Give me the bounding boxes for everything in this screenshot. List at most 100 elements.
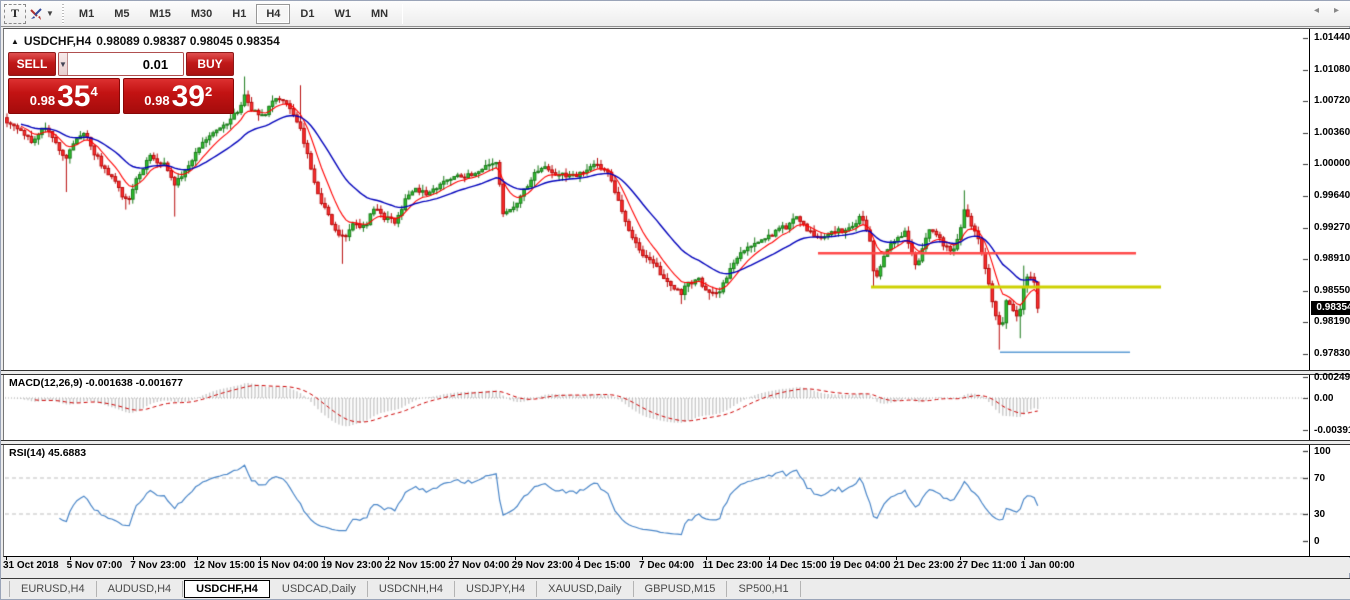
time-axis-tick <box>324 557 325 560</box>
macd-axis-line <box>1309 375 1310 440</box>
time-axis-tick <box>387 557 389 560</box>
time-axis-label: 19 Dec 04:00 <box>829 560 891 571</box>
time-axis-label: 7 Dec 04:00 <box>639 560 695 571</box>
time-axis-label: 7 Nov 23:00 <box>130 560 186 571</box>
chart-title: ▲ USDCHF,H4 0.98089 0.98387 0.98045 0.98… <box>11 34 280 48</box>
tabs-scroll-left-icon[interactable]: ◂ <box>1313 5 1319 16</box>
price-axis-label: 0.97830 <box>1314 348 1350 359</box>
price-axis-label: 0.99640 <box>1314 189 1350 201</box>
price-axis-label: 0.99270 <box>1314 221 1350 233</box>
chart-tab-USDCAD[interactable]: USDCAD,Daily <box>271 581 368 597</box>
buy-price-prefix: 0.98 <box>144 93 170 108</box>
rsi-canvas[interactable] <box>5 445 1308 556</box>
rsi-panel: RSI(14) 45.6883 100 70 30 0 <box>3 445 1350 557</box>
volume-stepper: ▼ ▲ <box>58 52 184 76</box>
time-axis-label: 22 Nov 15:00 <box>384 560 446 571</box>
toolbar-grip[interactable] <box>61 3 64 24</box>
chart-tab-XAUUSD[interactable]: XAUUSD,Daily <box>537 581 634 597</box>
time-axis-tick <box>832 557 834 560</box>
macd-axis-label: -0.003913 <box>1314 425 1350 437</box>
timeframe-button-M15[interactable]: M15 <box>149 7 171 20</box>
price-axis-label: 1.00720 <box>1314 95 1350 107</box>
rsi-label: RSI(14) 45.6883 <box>9 447 87 459</box>
chevron-down-icon[interactable]: ▼ <box>46 9 54 18</box>
chart-title-symbol: USDCHF,H4 <box>23 34 92 48</box>
time-axis: 31 Oct 2018 5 Nov 07:00 7 Nov 23:00 12 Nov … <box>3 557 1350 573</box>
time-axis-label: 19 Nov 23:00 <box>321 560 383 571</box>
price-axis-label: 0.98550 <box>1314 284 1350 296</box>
timeframe-button-W1[interactable]: W1 <box>334 7 351 20</box>
time-axis-tick <box>451 557 453 560</box>
macd-panel: MACD(12,26,9) -0.001638 -0.001677 0.0024… <box>3 372 1350 440</box>
timeframe-button-M5[interactable]: M5 <box>114 7 130 20</box>
price-axis-label: 0.98190 <box>1314 316 1350 328</box>
text-label-tool-button[interactable]: T <box>4 3 26 24</box>
toolbar: T ▼ M1 M5 M15 M30 H1 H4 D1 W1 MN <box>1 1 1350 27</box>
chart-tab-USDCNH[interactable]: USDCNH,H4 <box>368 581 456 597</box>
timeframe-button-M30[interactable]: M30 <box>190 7 213 20</box>
rsi-axis-label: 30 <box>1314 509 1326 520</box>
buy-price-big: 39 <box>171 80 205 113</box>
one-click-trade-panel: SELL ▼ ▲ BUY 0.98 35 4 0.98 <box>8 52 234 114</box>
macd-axis-label: 0.00 <box>1314 393 1334 404</box>
time-axis-tick <box>578 557 580 560</box>
arrows-tool-button[interactable]: ▼ <box>29 4 54 24</box>
time-axis-label: 1 Jan 00:00 <box>1020 560 1075 571</box>
panel-divider[interactable] <box>1 370 1350 375</box>
chart-tab-AUDUSD[interactable]: AUDUSD,H4 <box>97 581 184 597</box>
timeframe-button-H1[interactable]: H1 <box>232 7 247 20</box>
price-axis-label: 1.01080 <box>1314 63 1350 75</box>
price-axis-label: 1.00000 <box>1314 158 1350 170</box>
chart-title-ohlc: 0.98089 0.98387 0.98045 0.98354 <box>96 34 280 48</box>
time-axis-label: 11 Dec 23:00 <box>702 560 763 571</box>
price-axis-label: 0.98910 <box>1314 253 1350 265</box>
toolbar-separator <box>402 3 404 24</box>
chart-tab-bar: EURUSD,H4 AUDUSD,H4 USDCHF,H4 USDCAD,Daily U… <box>1 579 1350 599</box>
timeframe-button-D1[interactable]: D1 <box>300 7 315 20</box>
chart-tab-USDJPY[interactable]: USDJPY,H4 <box>455 581 538 597</box>
time-axis-tick <box>6 557 7 560</box>
time-axis-tick <box>196 557 198 560</box>
time-axis-tick <box>960 557 961 560</box>
time-axis-label: 29 Nov 23:00 <box>511 560 573 571</box>
buy-button[interactable]: BUY <box>186 52 234 76</box>
sell-price-big: 35 <box>57 80 91 113</box>
time-axis-tick <box>642 557 643 560</box>
time-axis-tick <box>705 557 707 560</box>
price-axis-label: 1.00360 <box>1314 126 1350 138</box>
sell-price-tile[interactable]: 0.98 35 4 <box>8 78 120 114</box>
tabs-scroll-right-icon[interactable]: ▸ <box>1333 5 1339 16</box>
time-axis-tick <box>769 557 771 560</box>
chart-tab-EURUSD[interactable]: EURUSD,H4 <box>9 581 97 597</box>
time-axis-label: 31 Oct 2018 <box>3 560 59 571</box>
arrows-icon <box>29 7 44 21</box>
rsi-axis-label: 70 <box>1314 473 1326 484</box>
time-axis-label: 4 Dec 15:00 <box>575 560 631 571</box>
time-axis-tick <box>69 557 71 560</box>
chart-tab-SP500[interactable]: SP500,H1 <box>727 581 801 597</box>
timeframe-button-M1[interactable]: M1 <box>78 7 95 20</box>
time-axis-label: 5 Nov 07:00 <box>66 560 123 571</box>
timeframe-button-H4[interactable]: H4 <box>256 3 291 24</box>
time-axis-label: 27 Nov 04:00 <box>448 560 510 571</box>
macd-axis-label: 0.002492 <box>1314 372 1350 384</box>
volume-input[interactable] <box>67 53 183 75</box>
tabbar-top-line <box>1 578 1350 579</box>
chart-tab-USDCHF[interactable]: USDCHF,H4 <box>184 580 270 598</box>
panel-divider[interactable] <box>1 440 1350 445</box>
volume-decrease-button[interactable]: ▼ <box>59 53 68 75</box>
price-axis-line <box>1309 29 1310 370</box>
time-axis-label: 21 Dec 23:00 <box>893 560 954 571</box>
price-chart-panel: ▲ USDCHF,H4 0.98089 0.98387 0.98045 0.98… <box>3 28 1350 370</box>
sell-price-sup: 4 <box>90 84 98 99</box>
time-axis-tick <box>260 557 262 560</box>
chart-tab-GBPUSD[interactable]: GBPUSD,M15 <box>634 581 728 597</box>
macd-canvas[interactable] <box>5 375 1308 440</box>
buy-price-tile[interactable]: 0.98 39 2 <box>122 78 234 114</box>
sell-button[interactable]: SELL <box>8 52 56 76</box>
triangle-icon: ▲ <box>11 36 19 46</box>
timeframe-button-MN[interactable]: MN <box>370 7 389 20</box>
rsi-axis-line <box>1309 445 1310 556</box>
sell-price-prefix: 0.98 <box>29 93 56 108</box>
